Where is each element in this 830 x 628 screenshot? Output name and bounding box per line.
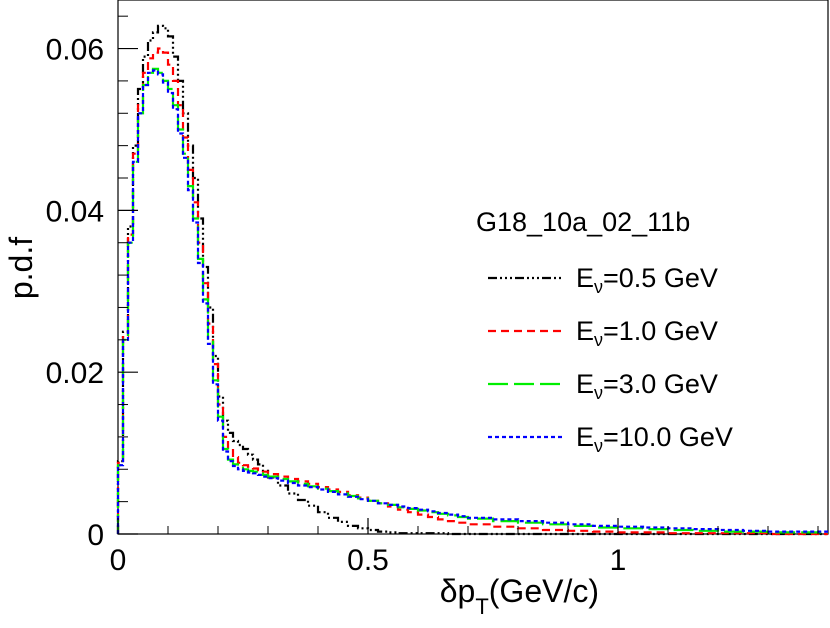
legend-label-suffix: =3.0 GeV (603, 369, 718, 399)
y-tick-label: 0.06 (46, 34, 104, 67)
legend-label-3: Eν=3.0 GeV (576, 369, 718, 403)
legend-label-sub: ν (594, 330, 603, 350)
legend-label-prefix: E (576, 369, 594, 399)
legend-label-sub: ν (594, 277, 603, 297)
y-tick-label: 0.02 (46, 357, 104, 390)
legend-label-sub: ν (594, 436, 603, 456)
legend-label-sub: ν (594, 383, 603, 403)
y-tick-label: 0.04 (46, 195, 104, 228)
legend-label-4: Eν=10.0 GeV (576, 422, 733, 456)
legend-label-suffix: =0.5 GeV (603, 263, 718, 293)
tick-layer: 0 0.5 1 0 0.02 0.04 0.06 (46, 15, 819, 577)
x-tick-label: 0 (110, 544, 127, 577)
x-axis-title-unit: (GeV/c) (489, 573, 599, 609)
x-axis-title-sub: T (475, 594, 488, 619)
x-tick-label: 0.5 (347, 544, 389, 577)
legend-label-suffix: =1.0 GeV (603, 316, 718, 346)
x-axis-title: δpT(GeV/c) (440, 573, 599, 619)
plot-frame (117, 0, 829, 535)
y-tick-label: 0 (87, 519, 104, 552)
series-line-3 (116, 67, 828, 534)
series-line-4 (116, 69, 828, 534)
legend-label-1: Eν=0.5 GeV (576, 263, 718, 297)
series-line-2 (116, 47, 828, 536)
x-tick-label: 1 (610, 544, 627, 577)
y-axis-title: p.d.f (3, 237, 39, 299)
legend-label-prefix: E (576, 422, 594, 452)
series-line-1 (116, 24, 828, 536)
legend-label-prefix: E (576, 316, 594, 346)
legend-label-prefix: E (576, 263, 594, 293)
legend-label-2: Eν=1.0 GeV (576, 316, 718, 350)
legend-label-suffix: =10.0 GeV (603, 422, 733, 452)
series-layer (116, 24, 828, 536)
legend-title: G18_10a_02_11b (476, 207, 690, 237)
x-axis-title-main: δp (440, 573, 476, 609)
